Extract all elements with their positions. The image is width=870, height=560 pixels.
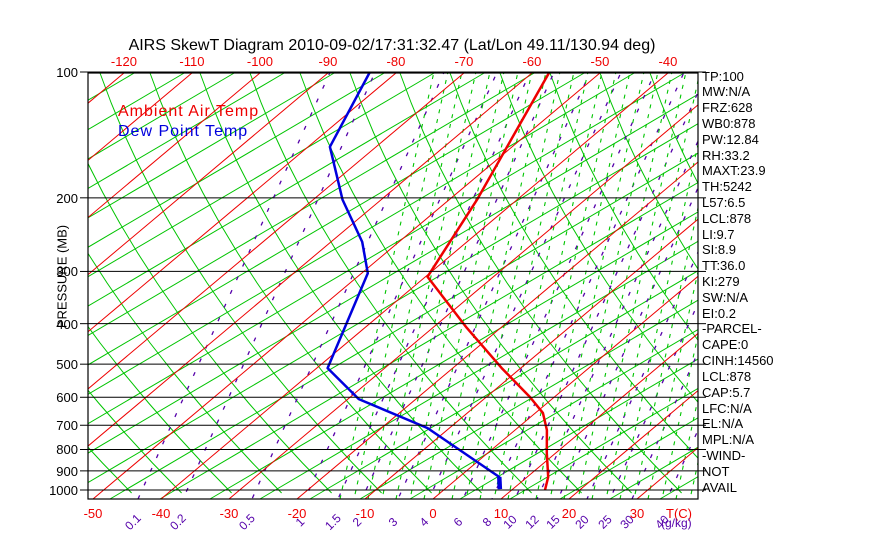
bottom-temp-tick-label: -10 — [355, 506, 375, 521]
pressure-tick-label: 1000 — [49, 483, 78, 498]
side-panel-line: LCL:878 — [702, 368, 752, 384]
bottom-temp-tick-label: -50 — [83, 506, 103, 521]
side-panel-line: SW:N/A — [702, 289, 748, 305]
dewpoint-curve — [326, 71, 502, 490]
bottom-temp-tick-label: -40 — [151, 506, 171, 521]
bottom-temp-tick-label: 30 — [629, 506, 645, 521]
side-panel-line: MW:N/A — [702, 84, 751, 100]
dry-adiabats-group — [88, 72, 698, 494]
side-panel-line: MAXT:23.9 — [702, 163, 766, 179]
side-panel-line: FRZ:628 — [702, 100, 753, 116]
top-temp-tick-label: -50 — [590, 54, 610, 69]
mixing-ratio-unit-label: (g/kg) — [661, 516, 692, 530]
page-title: AIRS SkewT Diagram 2010-09-02/17:31:32.4… — [128, 37, 656, 54]
top-temp-tick-label: -80 — [386, 54, 406, 69]
legend-dew-point-temp: Dew Point Temp — [118, 123, 249, 140]
side-panel-line: AVAIL — [702, 479, 737, 495]
moist-adiabats-group — [88, 72, 698, 500]
side-panel-line: CINH:14560 — [702, 353, 774, 369]
side-panel-line: -PARCEL- — [702, 321, 762, 337]
bottom-temp-tick-label: -20 — [287, 506, 307, 521]
side-panel-line: WB0:878 — [702, 115, 756, 131]
pressure-tick-label: 500 — [56, 357, 78, 373]
side-panel-line: LCL:878 — [702, 210, 752, 226]
pressure-tick-label: 900 — [56, 463, 78, 479]
bottom-temp-tick-label: -30 — [219, 506, 239, 521]
side-panel-line: LFC:N/A — [702, 400, 752, 416]
side-panel-line: TP:100 — [702, 68, 744, 84]
side-panel-line: RH:33.2 — [702, 147, 750, 163]
side-panel-line: EI:0.2 — [702, 305, 736, 321]
isotherms-group — [88, 72, 698, 500]
top-temp-tick-label: -90 — [318, 54, 338, 69]
top-temp-tick-label: -60 — [522, 54, 542, 69]
top-temp-tick-label: -100 — [246, 54, 273, 69]
side-panel-line: CAP:5.7 — [702, 384, 751, 400]
pressure-grid-group — [80, 71, 706, 500]
top-temp-tick-label: -70 — [454, 54, 474, 69]
top-temp-tick-label: -110 — [179, 54, 205, 69]
side-panel-line: -WIND- — [702, 447, 746, 463]
bottom-temp-tick-label: 20 — [561, 506, 577, 521]
saturated-adiabats-group — [339, 72, 698, 500]
pressure-tick-label: 100 — [56, 65, 78, 80]
side-panel-line: NOT — [702, 463, 730, 479]
top-temp-tick-label: -120 — [110, 54, 137, 69]
temp-axis-unit-label: T(C) — [666, 506, 692, 521]
bottom-temp-tick-label: 10 — [493, 506, 509, 521]
side-panel-line: KI:279 — [702, 274, 740, 290]
side-panel-line: L57:6.5 — [702, 194, 746, 210]
side-panel-line: LI:9.7 — [702, 226, 735, 242]
pressure-tick-label: 800 — [56, 442, 78, 458]
pressure-tick-label: 700 — [56, 418, 78, 434]
pressure-tick-label: 600 — [56, 390, 78, 406]
pressure-tick-label: 400 — [56, 316, 78, 332]
side-panel-line: CAPE:0 — [702, 337, 749, 353]
top-temp-tick-label: -40 — [658, 54, 678, 69]
side-panel-line: TT:36.0 — [702, 258, 746, 274]
pressure-tick-label: 200 — [56, 190, 78, 206]
side-panel-line: TH:5242 — [702, 179, 752, 195]
side-panel-line: PW:12.84 — [702, 131, 759, 147]
side-panel-line: MPL:N/A — [702, 432, 755, 448]
side-panel-line: EL:N/A — [702, 416, 744, 432]
pressure-tick-label: 300 — [56, 264, 78, 280]
legend-ambient-air-temp: Ambient Air Temp — [118, 103, 260, 120]
side-panel-line: SI:8.9 — [702, 242, 736, 258]
bottom-temp-tick-label: 0 — [429, 506, 437, 521]
